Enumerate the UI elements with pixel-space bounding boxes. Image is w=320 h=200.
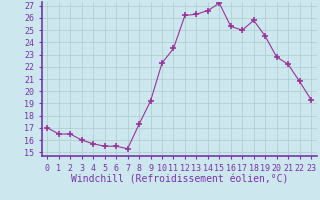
X-axis label: Windchill (Refroidissement éolien,°C): Windchill (Refroidissement éolien,°C) xyxy=(70,174,288,184)
